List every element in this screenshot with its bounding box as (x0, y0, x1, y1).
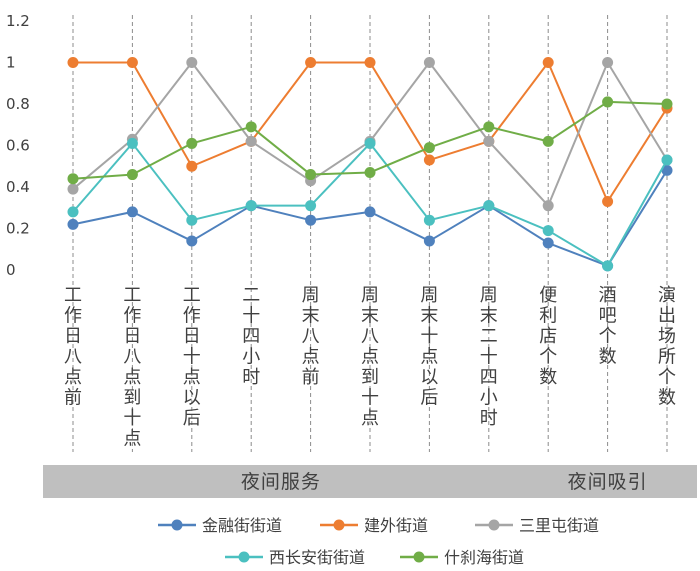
category-group: 夜间吸引 (518, 465, 697, 498)
legend-item: 建外街道 (320, 516, 428, 535)
category-groups: 夜间服务 夜间吸引 (43, 465, 697, 498)
data-point (602, 196, 614, 208)
category-group: 夜间服务 (43, 465, 519, 498)
data-point (186, 235, 198, 247)
x-category-label: 演出场所个数 (658, 285, 676, 409)
x-category-label: 工作日八点前 (64, 285, 82, 409)
data-point (67, 218, 79, 230)
data-point (661, 154, 673, 166)
x-axis-labels: 工作日八点前 工作日八点到十点 工作日十点以后 二十四小时 周末八点前 周末八点到十点 周末… (64, 285, 676, 450)
legend-item: 三里屯街道 (475, 516, 599, 535)
data-point (186, 137, 198, 149)
data-point (602, 260, 614, 272)
legend-marker (238, 551, 250, 563)
legend-label: 金融街街道 (202, 516, 282, 535)
x-category-label: 二十四小时 (242, 285, 260, 388)
group-label: 夜间服务 (241, 471, 321, 493)
data-point (126, 206, 138, 218)
data-point (483, 121, 495, 133)
legend-marker (488, 519, 500, 531)
x-category-label: 周末八点到十点 (361, 285, 379, 429)
y-tick-label: 0.4 (6, 178, 30, 196)
legend-item: 金融街街道 (158, 516, 282, 535)
legend-label: 西长安街街道 (269, 548, 365, 567)
legend-item: 什刹海街道 (400, 548, 524, 567)
data-point (245, 121, 257, 133)
data-point (245, 135, 257, 147)
data-point (423, 214, 435, 226)
x-category-label: 周末十点以后 (420, 285, 438, 409)
data-point (186, 214, 198, 226)
series-4 (67, 137, 673, 272)
data-point (364, 166, 376, 178)
data-point (364, 206, 376, 218)
data-point (364, 137, 376, 149)
data-point (661, 98, 673, 110)
y-tick-label: 0.6 (6, 137, 30, 155)
data-point (126, 169, 138, 181)
data-point (67, 183, 79, 195)
x-category-label: 工作日十点以后 (183, 285, 201, 429)
group-label: 夜间吸引 (568, 471, 648, 493)
legend-label: 什刹海街道 (444, 548, 524, 567)
data-point (483, 135, 495, 147)
data-point (126, 137, 138, 149)
group-band (518, 465, 697, 498)
data-point (423, 154, 435, 166)
data-point (542, 225, 554, 237)
data-point (602, 96, 614, 108)
data-point (423, 142, 435, 154)
y-tick-label: 1 (6, 54, 16, 72)
data-point (602, 57, 614, 68)
series-5 (67, 96, 673, 185)
data-point (542, 200, 554, 212)
y-tick-label: 1.2 (6, 12, 30, 30)
data-point (126, 57, 138, 68)
data-point (542, 57, 554, 68)
x-category-label: 周末八点前 (302, 285, 320, 388)
data-point (186, 57, 198, 68)
y-tick-label: 0.8 (6, 95, 30, 113)
x-category-label: 工作日八点到十点 (123, 285, 141, 450)
data-point (305, 169, 317, 181)
chart-axes: 0 0.2 0.4 0.6 0.8 1 1.2 (6, 12, 30, 279)
data-point (186, 160, 198, 172)
y-tick-label: 0.2 (6, 220, 30, 238)
legend-item: 西长安街街道 (225, 548, 365, 567)
data-point (364, 57, 376, 68)
data-point (305, 200, 317, 212)
data-point (67, 173, 79, 185)
x-category-label: 酒吧个数 (599, 285, 617, 368)
data-point (67, 206, 79, 218)
x-category-label: 周末二十四小时 (480, 285, 498, 429)
legend-marker (171, 519, 183, 531)
data-point (483, 200, 495, 212)
data-point (661, 164, 673, 176)
x-category-label: 便利店个数 (539, 285, 557, 388)
data-point (305, 57, 317, 68)
y-tick-label: 0 (6, 261, 16, 279)
legend-marker (413, 551, 425, 563)
data-point (423, 235, 435, 247)
legend-label: 建外街道 (364, 516, 428, 535)
data-point (542, 135, 554, 147)
chart-series (67, 57, 673, 272)
data-point (423, 57, 435, 68)
data-point (245, 200, 257, 212)
data-point (67, 57, 79, 68)
group-band (43, 465, 519, 498)
data-point (305, 214, 317, 226)
data-point (542, 237, 554, 249)
legend-marker (333, 519, 345, 531)
legend-label: 三里屯街道 (519, 516, 599, 535)
